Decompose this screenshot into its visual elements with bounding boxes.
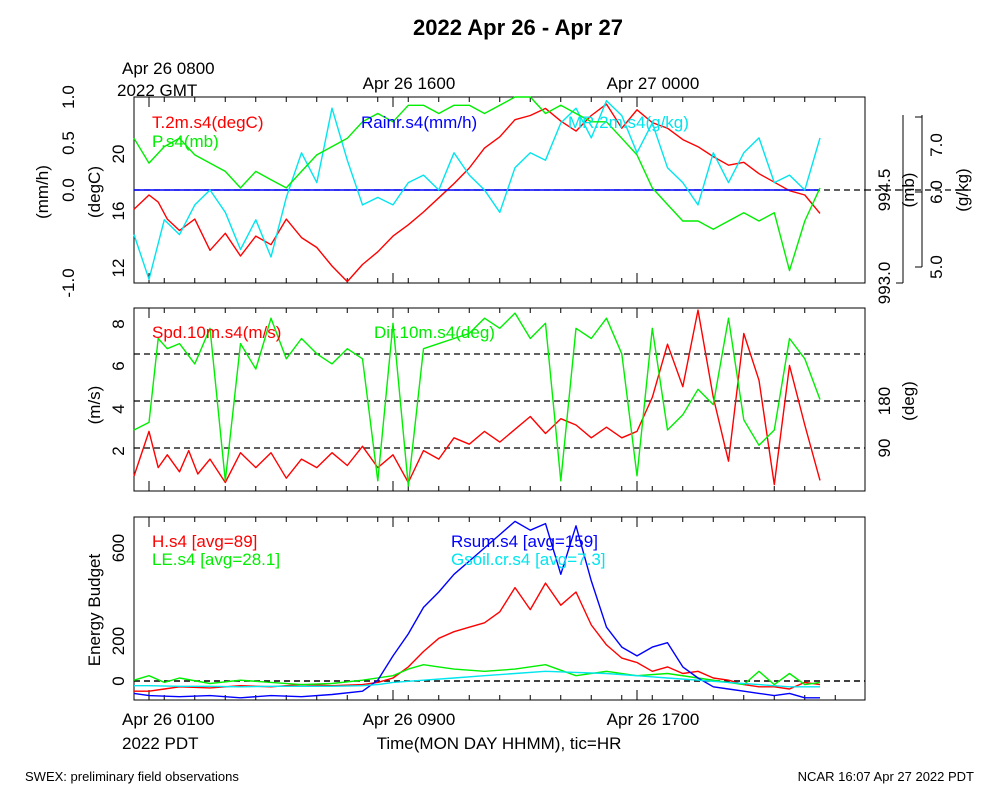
- legend-rain-rate: Rainr.s4(mm/h): [361, 113, 477, 132]
- panel-3-tick-600: 600: [109, 534, 128, 562]
- legend-radiation-sum: Rsum.s4 [avg=159]: [451, 532, 598, 551]
- panel-2-tick-deg-180: 180: [875, 387, 894, 415]
- panel-2-tick-ms-8: 8: [109, 319, 128, 328]
- footer-source: SWEX: preliminary field observations: [25, 769, 239, 784]
- top-time-label-second: Apr 26 1600: [363, 74, 456, 93]
- panel-3-tick-200: 200: [109, 627, 128, 655]
- panel-1-ylabel-mb: (mb): [899, 173, 918, 208]
- panel-2-series-line-1: [133, 312, 821, 487]
- panel-3-series-line-1: [133, 664, 821, 686]
- panel-2-axes: [148, 308, 836, 491]
- legend-pressure: P.s4(mb): [152, 132, 219, 151]
- panel-3-series-line-3: [134, 670, 820, 688]
- panel-2-tick-ms-2: 2: [109, 446, 128, 455]
- panel-1-ylabel-gkg: (g/kg): [953, 168, 972, 211]
- bottom-time-label-first-year: 2022 PDT: [122, 734, 199, 753]
- panel-1-ylabel-mmh: (mm/h): [33, 165, 52, 219]
- legend-sensible-heat: H.s4 [avg=89]: [152, 532, 257, 551]
- legend-wind-speed: Spd.10m.s4(m/s): [152, 323, 281, 342]
- top-time-label-first-year: 2022 GMT: [117, 81, 197, 100]
- panel-1-series-line-2: [133, 99, 821, 280]
- legend-soil-heat: Gsoil.cr.s4 [avg=7.3]: [451, 550, 606, 569]
- bottom-time-label-third: Apr 26 1700: [607, 710, 700, 729]
- legend-wind-direction: Dir.10m.s4(deg): [374, 323, 495, 342]
- x-axis-label: Time(MON DAY HHMM), tic=HR: [377, 734, 622, 753]
- panel-2-ylabel-deg: (deg): [899, 381, 918, 421]
- panel-1-tick-gkg-7: 7.0: [927, 133, 946, 157]
- panel-2-series: [133, 309, 821, 487]
- panel-1-tick-mb-9945: 994.5: [875, 169, 894, 212]
- panel-3-tick-0: 0: [109, 676, 128, 685]
- panel-2-plot: (m/s) 2 4 6 8 90 180 (deg) Spd.10m.s4(m/…: [85, 308, 918, 491]
- panel-3-series: [133, 520, 821, 699]
- panel-3-plot: Energy Budget 0 200 600 H.s4 [avg=89] LE…: [85, 517, 865, 700]
- panel-1-tick-mmh-05: 0.5: [59, 131, 78, 155]
- panel-1-tick-mmh-0: 0.0: [59, 178, 78, 202]
- legend-mixing-ratio: MR.2m.s4(g/kg): [568, 113, 689, 132]
- panel-1-tick-gkg-6: 6.0: [927, 180, 946, 204]
- top-time-label-third: Apr 27 0000: [607, 74, 700, 93]
- panel-2-tick-ms-4: 4: [109, 404, 128, 413]
- chart-title: 2022 Apr 26 - Apr 27: [413, 15, 623, 40]
- panel-3-ylabel: Energy Budget: [85, 553, 104, 666]
- panel-1-tick-degc-20: 20: [109, 145, 128, 164]
- panel-1-axes: [148, 97, 836, 283]
- panel-1-series-line-0: [133, 103, 821, 283]
- panel-2-series-line-0: [133, 309, 821, 486]
- panel-1-tick-mmh-1: 1.0: [59, 85, 78, 109]
- legend-latent-heat: LE.s4 [avg=28.1]: [152, 550, 280, 569]
- panel-1-series: [133, 96, 821, 283]
- panel-2-ylabel-ms: (m/s): [85, 386, 104, 425]
- top-time-label-first: Apr 26 0800: [122, 59, 215, 78]
- bottom-time-label-second: Apr 26 0900: [363, 710, 456, 729]
- panel-1-ylabel-degc: (degC): [85, 166, 104, 218]
- panel-1-tick-degc-12: 12: [109, 259, 128, 278]
- panel-2-tick-ms-6: 6: [109, 361, 128, 370]
- panel-1-plot: (mm/h) -1.0 0.0 0.5 1.0 (degC) 12 16 20 …: [33, 85, 975, 304]
- panel-1-series-line-3: [133, 96, 821, 272]
- panel-1-tick-degc-16: 16: [109, 202, 128, 221]
- footer-timestamp: NCAR 16:07 Apr 27 2022 PDT: [798, 769, 974, 784]
- bottom-time-label-first: Apr 26 0100: [122, 710, 215, 729]
- panel-3-series-line-0: [134, 582, 821, 692]
- panel-3-series-line-2: [133, 520, 820, 699]
- panel-2-tick-deg-90: 90: [875, 439, 894, 458]
- panel-1-tick-mb-993: 993.0: [875, 262, 894, 305]
- legend-temperature: T.2m.s4(degC): [152, 113, 263, 132]
- panel-1-tick-gkg-5: 5.0: [927, 255, 946, 279]
- panel-1-tick-mmh-neg1: -1.0: [59, 268, 78, 297]
